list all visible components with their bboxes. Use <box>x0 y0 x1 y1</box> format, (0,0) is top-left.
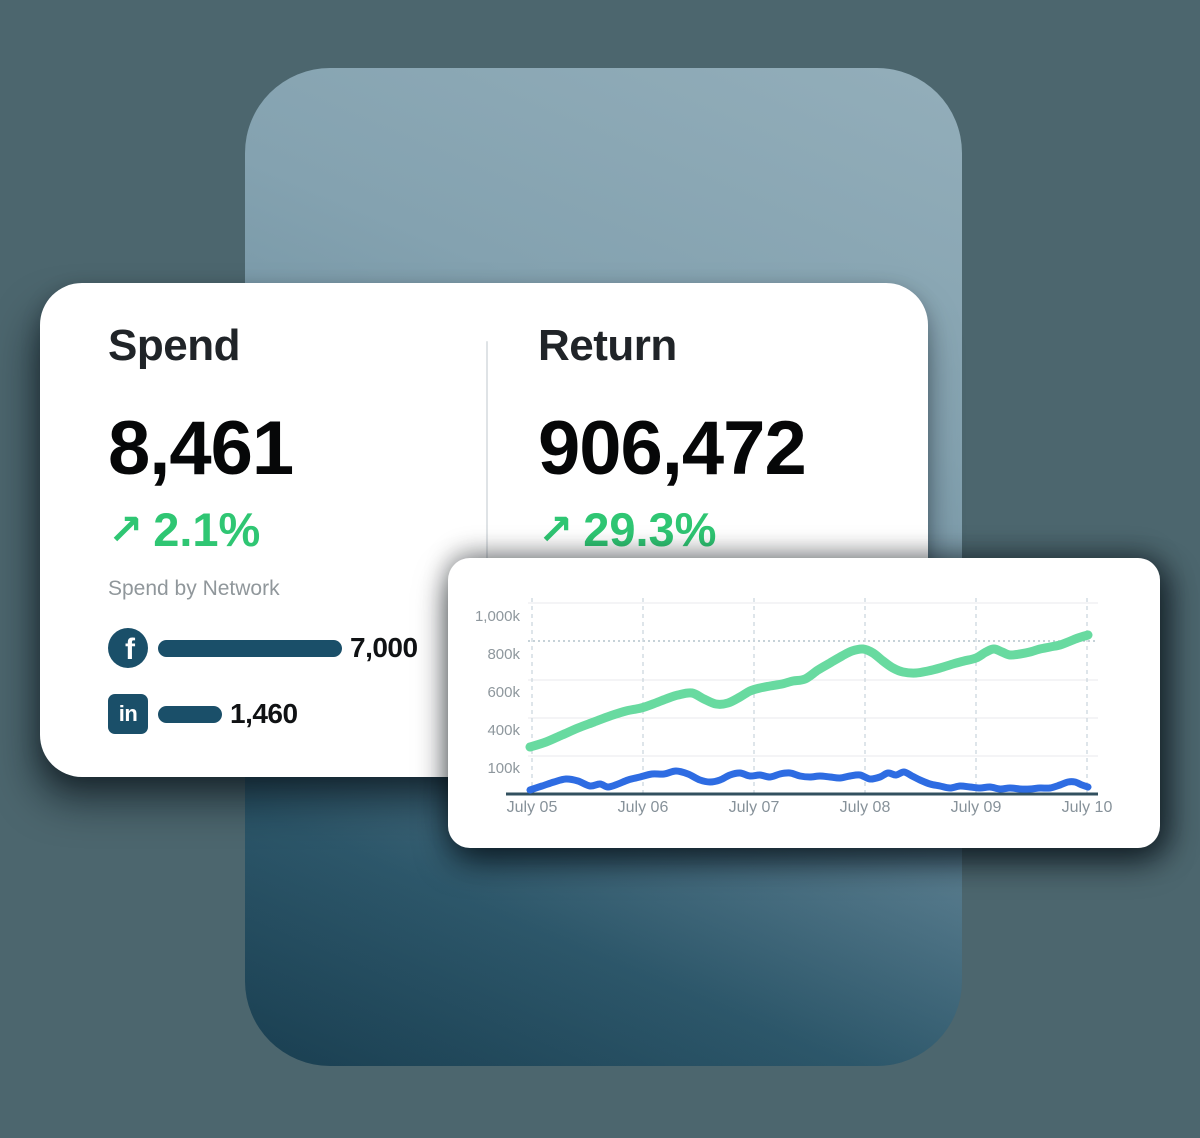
y-tick-label: 800k <box>487 646 520 663</box>
x-tick-label: July 06 <box>618 799 669 816</box>
x-tick-label: July 09 <box>951 799 1002 816</box>
x-tick-label: July 10 <box>1062 799 1113 816</box>
spend-title: Spend <box>108 321 240 370</box>
facebook-value: 7,000 <box>350 632 418 663</box>
y-tick-label: 1,000k <box>475 608 521 625</box>
return-section: Return 906,472 ↗ 29.3% <box>538 283 918 555</box>
chart-card: 1,000k 800k 600k 400k 100k July 05 July 06 July… <box>448 558 1160 848</box>
spend-value: 8,461 <box>108 406 294 491</box>
facebook-row: f 7,000 <box>108 627 468 669</box>
linkedin-value: 1,460 <box>230 698 298 729</box>
linkedin-row: in 1,460 <box>108 693 468 735</box>
performance-line-chart: 1,000k 800k 600k 400k 100k July 05 July 06 July… <box>475 598 1113 816</box>
spend-delta-percent: 2.1% <box>153 503 261 556</box>
stats-card: Spend 8,461 ↗ 2.1% Spend by Network f 7,… <box>40 283 928 777</box>
return-delta: ↗ 29.3% <box>538 505 918 555</box>
linkedin-bar <box>158 705 222 723</box>
green-series-line <box>525 630 1093 752</box>
x-tick-label: July 08 <box>840 799 891 816</box>
y-tick-label: 100k <box>487 760 520 777</box>
column-divider <box>486 341 488 753</box>
blue-series-line <box>526 767 1092 794</box>
trend-up-icon: ↗ <box>538 505 574 554</box>
return-value: 906,472 <box>538 406 807 491</box>
return-delta-percent: 29.3% <box>583 503 717 556</box>
facebook-bar <box>158 639 342 657</box>
y-tick-label: 600k <box>487 684 520 701</box>
y-tick-label: 400k <box>487 722 520 739</box>
linkedin-icon: in <box>108 694 148 734</box>
facebook-icon: f <box>108 628 148 668</box>
spend-delta: ↗ 2.1% <box>108 505 468 555</box>
x-tick-label: July 05 <box>507 799 558 816</box>
trend-up-icon: ↗ <box>108 505 144 554</box>
x-tick-label: July 07 <box>729 799 780 816</box>
return-title: Return <box>538 321 677 370</box>
spend-section: Spend 8,461 ↗ 2.1% Spend by Network f 7,… <box>108 283 468 735</box>
spend-by-network-label: Spend by Network <box>108 577 280 600</box>
